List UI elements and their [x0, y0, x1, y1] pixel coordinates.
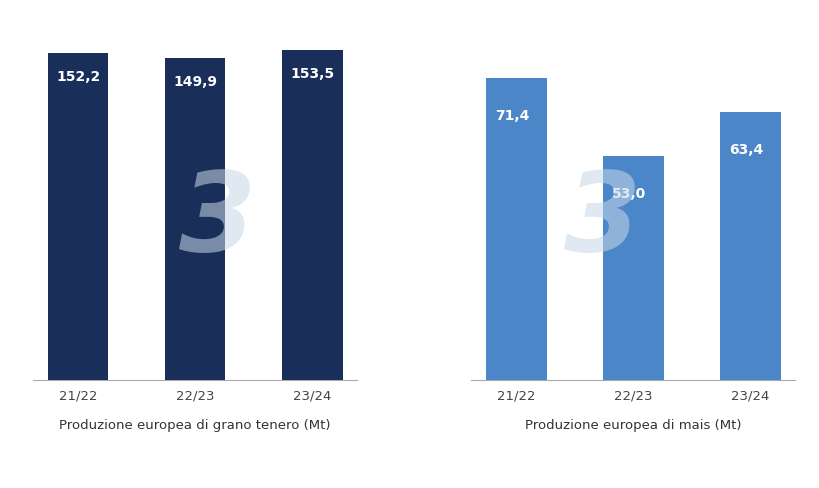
- Text: 53,0: 53,0: [611, 187, 645, 201]
- Bar: [719, 113, 780, 381]
- Text: 152,2: 152,2: [57, 70, 101, 84]
- Text: 153,5: 153,5: [291, 67, 334, 81]
- Text: 149,9: 149,9: [174, 75, 218, 89]
- Bar: [165, 59, 225, 381]
- Text: 3: 3: [179, 166, 256, 273]
- Text: 63,4: 63,4: [728, 143, 762, 157]
- Bar: [602, 157, 663, 381]
- Text: 71,4: 71,4: [494, 109, 528, 123]
- X-axis label: Produzione europea di grano tenero (Mt): Produzione europea di grano tenero (Mt): [59, 419, 330, 431]
- Bar: [485, 79, 545, 381]
- X-axis label: Produzione europea di mais (Mt): Produzione europea di mais (Mt): [524, 419, 740, 431]
- Bar: [48, 54, 108, 381]
- Bar: [282, 51, 342, 381]
- Text: 3: 3: [563, 166, 640, 273]
